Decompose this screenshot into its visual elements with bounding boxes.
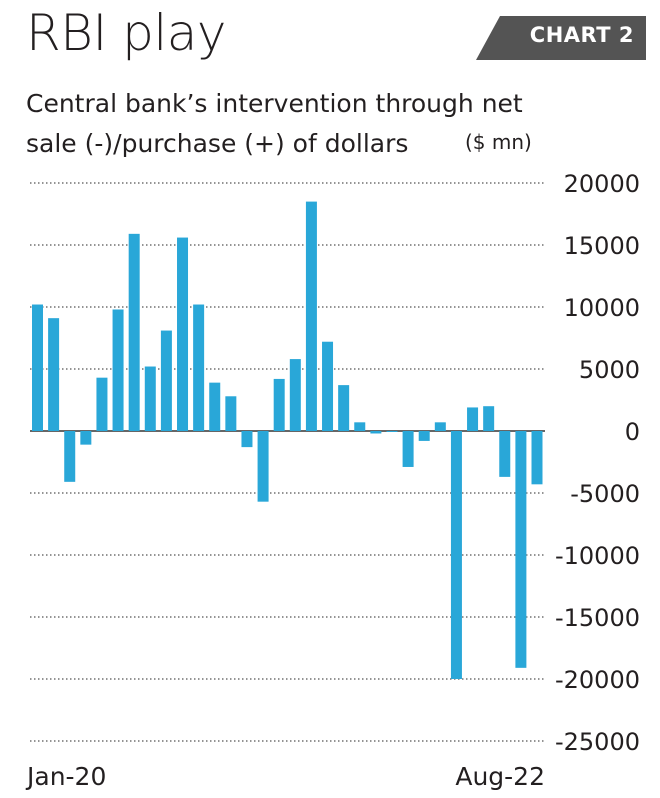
x-axis-ticks: Jan-20 Aug-22	[25, 762, 545, 791]
bar	[96, 377, 108, 431]
bar	[467, 407, 479, 431]
bar	[305, 201, 317, 431]
bar	[241, 431, 253, 448]
bar	[32, 304, 43, 431]
bar	[80, 431, 92, 445]
bar	[434, 422, 446, 431]
x-tick-label-end: Aug-22	[455, 762, 545, 791]
bar	[322, 341, 334, 431]
subtitle-line-2: sale (-)/purchase (+) of dollars	[26, 129, 409, 158]
y-tick-label: -20000	[555, 666, 640, 694]
gridlines	[30, 182, 545, 742]
y-tick-label: 0	[625, 418, 640, 446]
bar	[257, 431, 269, 502]
bar	[386, 431, 398, 432]
bar	[160, 330, 172, 431]
bars	[32, 201, 543, 679]
bar	[128, 233, 140, 431]
bar	[193, 304, 205, 431]
y-tick-label: -10000	[555, 542, 640, 570]
y-tick-label: 10000	[564, 294, 640, 322]
chart-number-label: CHART 2	[529, 23, 634, 47]
bar	[402, 431, 414, 467]
y-tick-label: 20000	[564, 170, 640, 198]
bar	[144, 366, 156, 431]
bar	[370, 431, 382, 434]
bar	[177, 237, 189, 431]
y-tick-label: -25000	[555, 728, 640, 756]
unit-label: ($ mn)	[465, 130, 532, 154]
bar	[354, 422, 366, 431]
y-axis-ticks: 20000 15000 10000 5000 0 -5000 -10000 -15000 -20…	[555, 170, 640, 756]
y-tick-label: 15000	[564, 232, 640, 260]
bar	[48, 318, 60, 431]
bar	[64, 431, 76, 482]
bar	[289, 359, 301, 431]
y-tick-label: -15000	[555, 604, 640, 632]
chart-title: RBI play	[26, 4, 226, 62]
chart-number-tag: CHART 2	[476, 16, 646, 60]
subtitle-line-1: Central bank’s intervention through net	[26, 89, 523, 118]
y-tick-label: 5000	[579, 356, 640, 384]
bar	[483, 406, 495, 431]
bar	[418, 431, 430, 441]
bar	[112, 309, 124, 431]
bar	[515, 431, 527, 668]
y-tick-label: -5000	[570, 480, 640, 508]
bar	[225, 396, 237, 431]
bar	[273, 378, 285, 431]
bar	[338, 385, 350, 431]
bar	[531, 431, 543, 485]
bar	[499, 431, 511, 477]
bar	[209, 382, 221, 431]
chart-subtitle: Central bank’s intervention through net …	[26, 84, 626, 164]
bar	[450, 431, 462, 679]
x-tick-label-start: Jan-20	[25, 762, 106, 791]
tag-background	[476, 16, 646, 60]
